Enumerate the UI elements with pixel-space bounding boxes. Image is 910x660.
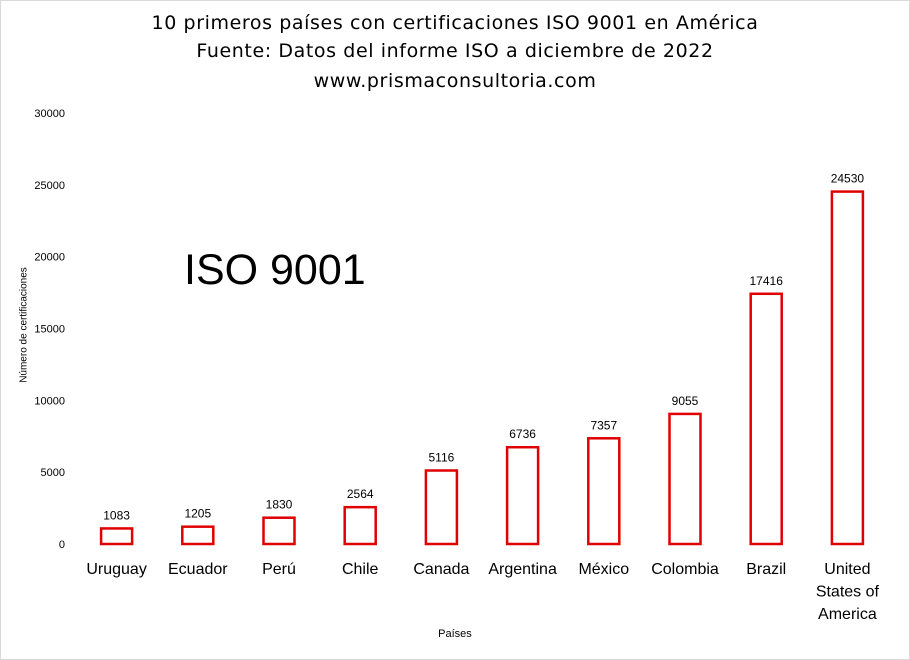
category-label-0: Uruguay	[86, 561, 146, 578]
data-label-5: 6736	[509, 427, 536, 441]
data-label-7: 9055	[672, 394, 699, 408]
category-label-1: Ecuador	[168, 561, 228, 578]
y-tick-label-6: 30000	[34, 108, 65, 120]
category-label-9: United States of America	[816, 561, 880, 623]
bar-9	[830, 190, 865, 546]
category-label-4: Canada	[413, 561, 469, 578]
bar-4	[424, 469, 459, 546]
data-label-1: 1205	[184, 507, 211, 521]
bar-5	[505, 445, 540, 546]
y-tick-label-3: 15000	[34, 324, 65, 336]
y-axis-label: Número de certificaciones	[18, 267, 30, 383]
y-tick-label-4: 20000	[34, 252, 65, 264]
y-tick-label-0: 0	[59, 539, 65, 551]
category-label-8: Brazil	[746, 561, 786, 578]
bar-2	[262, 516, 296, 546]
category-label-5: Argentina	[488, 561, 557, 578]
chart-title: 10 primeros países con certificaciones I…	[151, 12, 759, 34]
bar-8	[749, 292, 783, 546]
category-label-3: Chile	[342, 561, 379, 578]
bar-3	[343, 505, 377, 546]
bar-6	[587, 437, 621, 546]
x-axis-label: Países	[438, 628, 472, 640]
bar-1	[181, 525, 215, 546]
category-label-7: Colombia	[651, 561, 719, 578]
y-tick-label-2: 10000	[34, 395, 65, 407]
y-tick-label-1: 5000	[41, 467, 65, 479]
data-label-4: 5116	[428, 451, 454, 465]
bar-0	[99, 527, 134, 546]
data-label-9: 24530	[831, 172, 865, 186]
bar-7	[668, 412, 702, 546]
category-label-2: Perú	[262, 561, 296, 578]
data-label-0: 1083	[103, 508, 130, 522]
data-label-2: 1830	[266, 498, 293, 512]
chart-subtitle: Fuente: Datos del informe ISO a diciembr…	[196, 40, 714, 62]
data-label-8: 17416	[750, 274, 784, 288]
data-label-3: 2564	[347, 487, 374, 501]
category-label-6: México	[578, 561, 629, 578]
chart-annotation: ISO 9001	[184, 246, 366, 294]
chart-source-url: www.prismaconsultoria.com	[313, 70, 597, 92]
data-label-6: 7357	[590, 418, 617, 432]
y-tick-label-5: 25000	[34, 180, 65, 192]
